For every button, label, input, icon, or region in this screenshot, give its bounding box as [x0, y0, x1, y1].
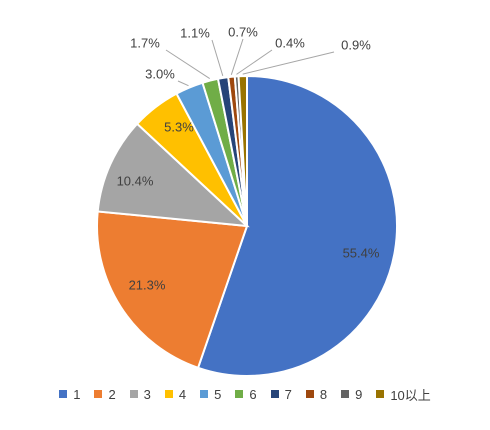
legend-label: 4 — [178, 386, 187, 402]
legend-item-5: 5 — [200, 387, 221, 402]
data-label-3: 10.4% — [117, 173, 154, 188]
legend-label: 6 — [249, 386, 257, 402]
pie-slice-3 — [96, 122, 250, 228]
legend-swatch — [59, 390, 68, 398]
legend-label: 2 — [108, 386, 116, 402]
leader-line-9 — [236, 49, 273, 75]
leader-line-7 — [211, 39, 224, 77]
data-label-10以上: 0.9% — [341, 37, 371, 52]
pie-slices — [96, 74, 398, 377]
legend-swatch — [341, 390, 350, 398]
legend-item-7: 7 — [270, 386, 292, 402]
legend-label: 1 — [73, 386, 81, 402]
leader-lines — [165, 38, 335, 87]
data-label-7: 1.1% — [180, 25, 210, 40]
legend-item-2: 2 — [94, 386, 116, 402]
legend-swatch — [200, 390, 209, 398]
data-labels: 55.4% 21.3% 10.4% 5.3% 3.0% 1.7% 1.1% 0.7% 0.4% 0… — [117, 24, 380, 292]
leader-line-8 — [230, 38, 244, 75]
data-label-1: 55.4% — [343, 245, 380, 260]
data-label-4: 5.3% — [164, 119, 194, 134]
legend-label: 8 — [319, 386, 328, 402]
leader-line-6 — [165, 49, 210, 80]
legend-item-6: 6 — [235, 386, 257, 402]
legend-swatch — [164, 390, 173, 398]
data-label-9: 0.4% — [275, 35, 305, 50]
legend-item-3: 3 — [129, 386, 151, 402]
legend-label: 9 — [355, 386, 363, 402]
legend-swatch — [305, 390, 314, 398]
legend-item-8: 8 — [305, 386, 328, 402]
legend-swatch — [94, 390, 103, 398]
data-label-8: 0.7% — [228, 24, 258, 39]
legend-label: 10以上 — [390, 387, 431, 403]
leader-line-5 — [177, 80, 189, 87]
legend-item-10以上: 10以上 — [376, 385, 431, 404]
pie-slice-2 — [96, 210, 249, 370]
legend-label: 5 — [214, 386, 222, 402]
legend: 1 2 3 4 5 6 7 8 9 10以上 — [0, 384, 490, 404]
legend-swatch — [235, 390, 244, 398]
leader-line-10以上 — [242, 51, 335, 75]
legend-label: 3 — [143, 386, 151, 402]
legend-label: 7 — [284, 386, 292, 402]
data-label-6: 1.7% — [130, 35, 160, 50]
legend-swatch — [129, 390, 138, 398]
data-label-2: 21.3% — [129, 277, 166, 292]
pie-slice-10以上 — [237, 74, 248, 227]
legend-item-9: 9 — [341, 387, 362, 402]
data-label-5: 3.0% — [145, 66, 175, 81]
legend-item-1: 1 — [59, 387, 80, 402]
legend-swatch — [376, 390, 385, 398]
legend-item-4: 4 — [164, 386, 187, 402]
legend-swatch — [270, 390, 279, 398]
